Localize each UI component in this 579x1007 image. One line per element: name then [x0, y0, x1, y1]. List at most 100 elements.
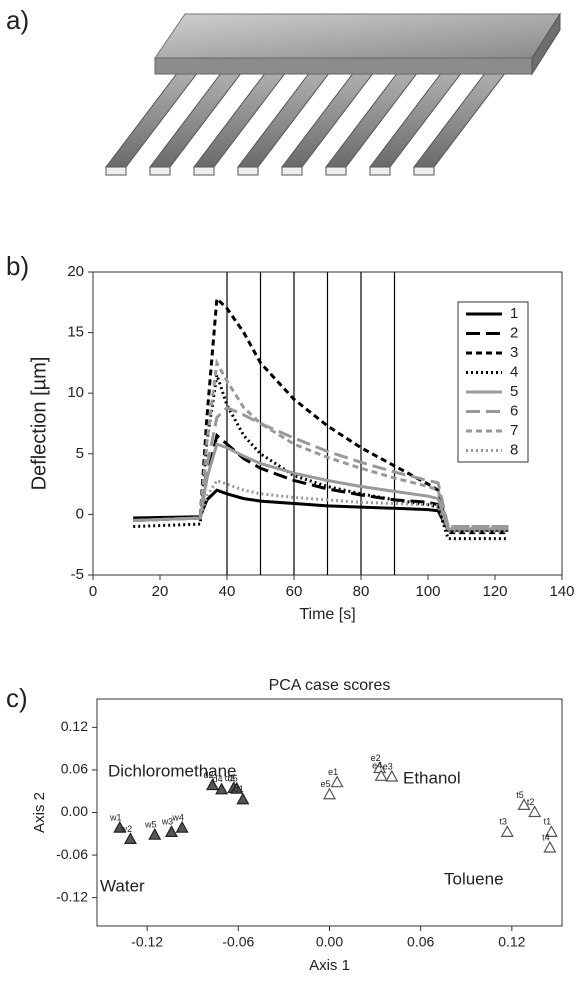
y-axis-label: Deflection [µm]: [28, 357, 50, 491]
legend-label: 6: [510, 402, 518, 419]
group-label: Water: [100, 876, 145, 895]
point-label: e2: [371, 753, 381, 763]
point-label: e5: [320, 779, 330, 789]
series-line: [133, 358, 509, 528]
beam-tip: [193, 166, 215, 176]
y-tick-label: 15: [67, 324, 84, 341]
point-label: d4: [213, 774, 223, 784]
x-tick-label: 0.00: [316, 934, 343, 950]
point: [500, 825, 514, 837]
point-label: w4: [171, 812, 184, 822]
point-label: w2: [120, 824, 133, 834]
group-label: Dichloromethane: [108, 761, 237, 780]
x-tick-label: 80: [353, 583, 370, 600]
x-tick-label: 0: [89, 583, 97, 600]
y-tick-label: 0: [76, 505, 84, 522]
point-label: w5: [144, 820, 157, 830]
point-label: d1: [234, 784, 244, 794]
series-line: [133, 295, 509, 535]
point: [205, 778, 220, 791]
point-label: t4: [542, 832, 550, 842]
legend-label: 7: [510, 422, 518, 439]
x-tick-label: 120: [482, 583, 507, 600]
x-axis-label: Time [s]: [299, 606, 355, 623]
chip-top: [154, 13, 561, 59]
beam: [324, 71, 420, 168]
point-label: d3: [225, 773, 235, 783]
y-tick-label: -5: [71, 566, 84, 583]
y-tick-label: -0.12: [56, 888, 88, 904]
point: [230, 781, 244, 794]
y-tick-label: 10: [67, 384, 84, 401]
group-label: Ethanol: [403, 768, 461, 787]
beam-tip: [105, 166, 127, 176]
point-label: e4: [372, 761, 382, 771]
x-tick-label: -0.06: [222, 934, 254, 950]
series-line: [133, 374, 509, 541]
point-label: t1: [544, 817, 552, 827]
y-tick-label: 5: [76, 445, 84, 462]
point: [215, 782, 229, 795]
point: [517, 798, 531, 811]
point: [543, 840, 557, 853]
beam-tip: [325, 166, 347, 176]
series-line: [133, 405, 509, 528]
x-tick-label: -0.12: [131, 934, 163, 950]
x-tick-label: 20: [152, 583, 169, 600]
chip-side: [531, 12, 561, 76]
beam: [368, 71, 464, 168]
legend-label: 8: [510, 441, 518, 458]
beam-tip: [413, 166, 435, 176]
point: [544, 825, 558, 837]
point: [236, 792, 250, 805]
x-tick-label: 0.06: [407, 934, 434, 950]
point: [322, 787, 337, 800]
beam-tip: [281, 166, 303, 176]
legend-label: 3: [510, 344, 518, 361]
series-line: [133, 478, 509, 533]
y-tick-label: -0.06: [56, 846, 88, 862]
point-label: t5: [516, 790, 524, 800]
beam: [280, 71, 376, 168]
y-tick-label: 0.00: [61, 803, 88, 819]
point-label: d5: [228, 773, 238, 783]
legend-label: 4: [510, 363, 518, 380]
point: [175, 820, 189, 833]
x-tick-label: 140: [549, 583, 574, 600]
beam-tip: [369, 166, 391, 176]
x-axis-label: Axis 1: [309, 957, 350, 974]
cantilever-array: [104, 12, 561, 176]
x-tick-label: 100: [415, 583, 440, 600]
point-label: e3: [383, 761, 393, 771]
point: [330, 775, 344, 788]
legend-label: 1: [510, 305, 518, 322]
y-tick-label: 0.06: [61, 761, 88, 777]
x-tick-label: 0.12: [498, 934, 525, 950]
point: [113, 820, 127, 833]
point: [528, 805, 542, 818]
legend-box: [457, 301, 529, 463]
point-label: d2: [203, 770, 213, 780]
point-label: w3: [161, 817, 174, 827]
point: [148, 827, 162, 840]
x-tick-label: 40: [219, 583, 236, 600]
point: [385, 769, 399, 782]
point: [123, 832, 137, 845]
point: [164, 825, 178, 837]
beam: [236, 71, 332, 168]
point-label: t2: [527, 797, 535, 807]
point-label: e1: [328, 767, 338, 777]
plot-frame: [96, 698, 563, 927]
beams: [104, 71, 508, 176]
y-tick-label: 20: [67, 263, 84, 280]
x-tick-label: 60: [286, 583, 303, 600]
beam: [148, 71, 244, 168]
panel-label: c): [6, 683, 28, 713]
beam: [104, 71, 200, 168]
point-label: t3: [500, 817, 508, 827]
group-label: Toluene: [444, 869, 504, 888]
legend-label: 5: [510, 383, 518, 400]
beam: [412, 71, 508, 168]
